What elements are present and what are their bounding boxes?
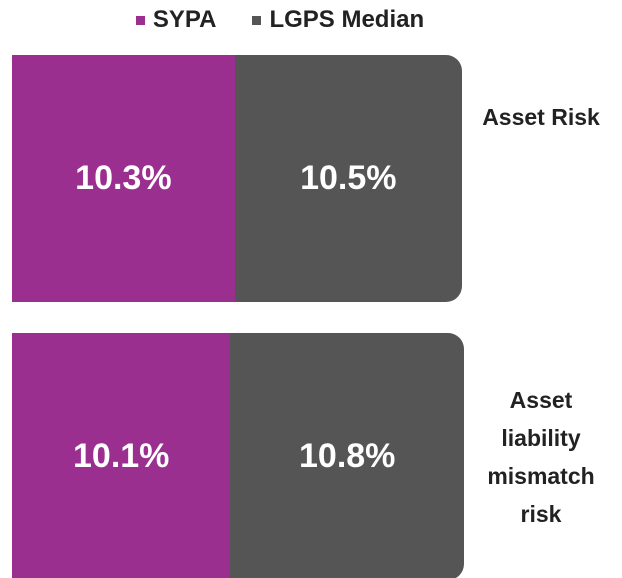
legend-label: SYPA xyxy=(152,6,217,33)
legend-swatch xyxy=(135,15,145,25)
legend: SYPA LGPS Median xyxy=(0,6,560,34)
bar-segment: 10.8% xyxy=(230,333,464,578)
value-label: 10.8% xyxy=(299,437,396,475)
value-label: 10.5% xyxy=(300,159,397,197)
legend-item: LGPS Median xyxy=(252,6,424,34)
legend-label: LGPS Median xyxy=(269,6,425,33)
bar-segment: 10.1% xyxy=(12,333,231,578)
category-label: Asset liability mismatch risk xyxy=(487,386,595,527)
bar-segment: 10.3% xyxy=(12,55,235,302)
legend-swatch xyxy=(252,15,262,25)
value-label: 10.3% xyxy=(75,159,172,197)
value-label: 10.1% xyxy=(73,437,170,475)
category-label: Asset Risk xyxy=(482,103,600,130)
bar-segment: 10.5% xyxy=(234,55,462,302)
legend-item: SYPA xyxy=(135,6,217,34)
